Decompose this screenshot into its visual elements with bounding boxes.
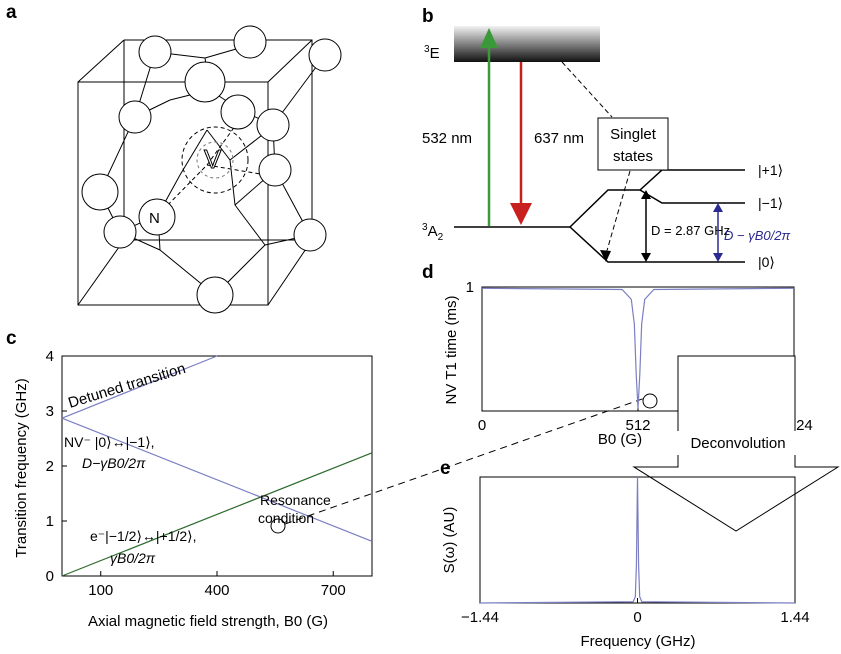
singlet-line1: Singlet [610,126,657,143]
y-tick-label: 2 [46,458,54,475]
annotation-electron: e⁻|−1/2⟩↔|+1/2⟩, [90,528,197,544]
dip-marker [642,393,658,409]
energy-level-diagram: 3E 3A2 |+1⟩ |−1⟩ |0⟩ 532 nm 637 nm Singl… [422,26,790,270]
ground-state-label: 3A2 [422,222,444,243]
plot-e-xlabel: Frequency (GHz) [580,633,695,650]
series-line-0 [481,287,795,409]
x-tick-label: 0 [633,609,641,626]
plot-d-xlabel: B0 (G) [598,431,642,448]
series-line-0 [61,355,218,419]
laser-532-label: 532 nm [422,130,472,147]
annotation-resonance-1: Resonance [260,492,331,508]
level-plus1: |+1⟩ [758,162,783,178]
annotation-electron-formula: γB0/2π [110,550,156,566]
vacancy-label: V [204,144,222,174]
plot-e: −1.44 0 1.44 S(ω) (AU) Frequency (GHz) [441,476,810,650]
excited-state-label: 3E [424,44,440,62]
annotation-nv: NV⁻ |0⟩↔|−1⟩, [64,434,155,450]
series-line-2 [61,452,373,577]
panel-label-b: b [422,6,434,27]
x-tick-label: 1.44 [780,609,809,626]
singlet-box [597,117,669,171]
x-tick-label: 100 [88,582,113,599]
plot-d-ylabel: NV T1 time (ms) [443,296,460,405]
x-tick-label: 0 [478,417,486,434]
level-minus1: |−1⟩ [758,195,783,211]
shifted-transition-label: D − γB0/2π [724,228,790,243]
emission-arrowhead [510,203,532,225]
y-tick-label: 1 [46,513,54,530]
y-tick-label: 0 [46,568,54,585]
excitation-arrowhead [480,28,498,48]
plot-c: 100 400 700 0 1 2 3 4 Transition frequency (GHz… [13,348,373,630]
panel-label-e: e [440,458,451,479]
nitrogen-label: N [149,210,160,227]
lattice-diagram [77,25,342,314]
plot-e-ylabel: S(ω) (AU) [441,507,458,574]
series-line-0 [479,476,796,604]
plot-c-xlabel: Axial magnetic field strength, B0 (G) [88,613,328,630]
y-tick-label: 1 [466,279,474,296]
panel-label-a: a [6,2,17,23]
singlet-line2: states [613,148,653,165]
annotation-nv-formula: D−γB0/2π [82,455,146,471]
laser-637-label: 637 nm [534,130,584,147]
y-tick-label: 4 [46,348,54,365]
vacancy-circle [181,126,249,194]
deconvolution-label: Deconvolution [690,435,785,452]
x-tick-label: −1.44 [461,609,499,626]
panel-label-c: c [6,328,17,349]
connector-line [284,397,646,525]
level-zero: |0⟩ [758,254,775,270]
y-tick-label: 3 [46,403,54,420]
zero-field-splitting: D = 2.87 GHz [651,223,730,238]
annotation-detuned: Detuned transition [66,360,187,412]
resonance-marker [270,518,286,534]
nitrogen-atom [138,198,176,236]
series-line-1 [61,417,373,542]
x-tick-label: 400 [204,582,229,599]
excited-state-band [454,26,600,62]
x-tick-label: 512 [625,417,650,434]
x-tick-label: 700 [321,582,346,599]
plot-c-ylabel: Transition frequency (GHz) [13,378,30,558]
panel-label-d: d [422,262,434,283]
